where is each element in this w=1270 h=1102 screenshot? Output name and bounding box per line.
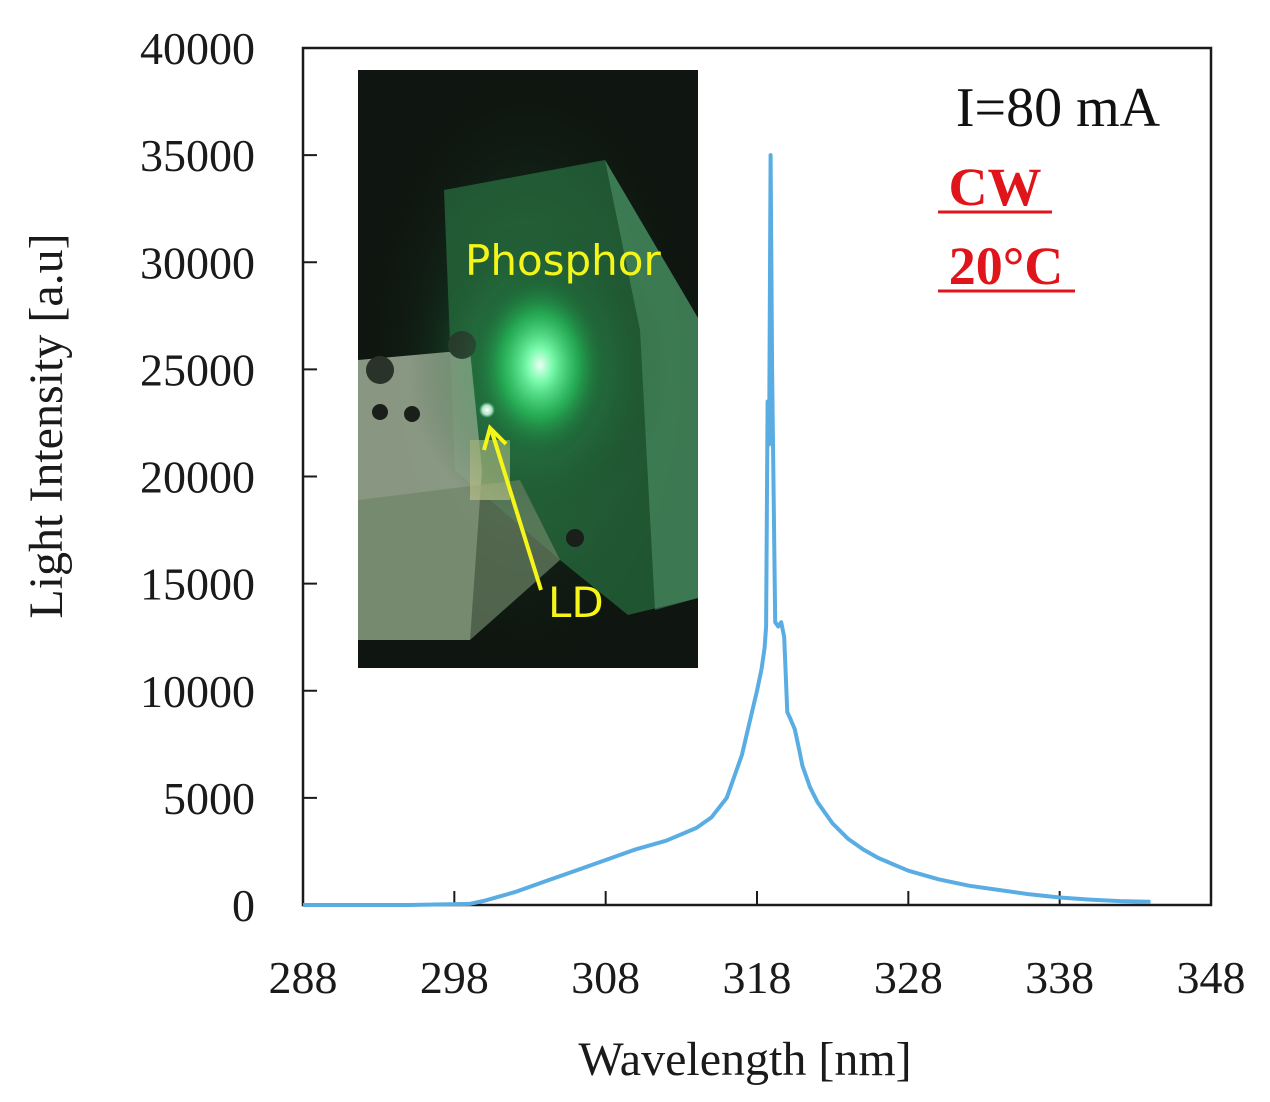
y-tick-label: 25000 — [140, 344, 255, 395]
x-tick-label: 308 — [571, 952, 640, 1003]
y-axis: 0 5000 10000 15000 20000 25000 30000 35000 40000 — [140, 23, 317, 931]
cw-annotation: CW — [949, 157, 1042, 217]
x-axis: 288 298 308 318 328 338 348 — [269, 891, 1246, 1003]
y-tick-label: 40000 — [140, 23, 255, 74]
ld-label: LD — [548, 578, 604, 627]
y-tick-label: 10000 — [140, 666, 255, 717]
x-tick-label: 298 — [420, 952, 489, 1003]
y-axis-title: Light Intensity [a.u] — [20, 233, 73, 618]
x-tick-label: 318 — [723, 952, 792, 1003]
current-annotation: I=80 mA — [956, 77, 1161, 139]
x-tick-label: 338 — [1025, 952, 1094, 1003]
y-tick-label: 15000 — [140, 559, 255, 610]
spectrum-line — [303, 153, 1151, 907]
phosphor-label: Phosphor — [465, 236, 662, 285]
y-tick-label: 0 — [232, 880, 255, 931]
x-axis-title: Wavelength [nm] — [578, 1033, 911, 1086]
temperature-annotation: 20°C — [949, 236, 1064, 296]
y-tick-label: 30000 — [140, 237, 255, 288]
y-tick-label: 20000 — [140, 452, 255, 503]
x-tick-label: 348 — [1177, 952, 1246, 1003]
y-tick-label: 35000 — [140, 130, 255, 181]
x-tick-label: 328 — [874, 952, 943, 1003]
x-tick-label: 288 — [269, 952, 338, 1003]
inset-photo: Phosphor LD — [358, 70, 698, 668]
y-tick-label: 5000 — [163, 773, 255, 824]
